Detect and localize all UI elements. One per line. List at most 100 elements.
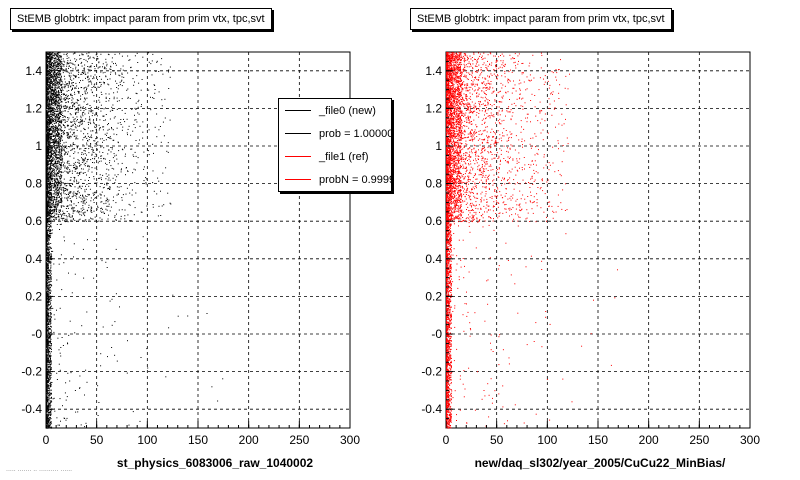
- scatter-point: [47, 284, 49, 286]
- scatter-point: [53, 107, 55, 109]
- scatter-point: [113, 196, 114, 198]
- scatter-point: [72, 106, 73, 108]
- scatter-point: [46, 204, 47, 206]
- scatter-point: [46, 228, 48, 230]
- scatter-point: [55, 181, 57, 183]
- scatter-point: [82, 205, 84, 207]
- scatter-point: [47, 129, 49, 131]
- scatter-point: [76, 125, 78, 127]
- scatter-point: [49, 419, 51, 421]
- scatter-point: [76, 179, 77, 181]
- scatter-point: [98, 62, 100, 64]
- scatter-point: [50, 134, 52, 135]
- scatter-point: [112, 70, 114, 72]
- scatter-point: [66, 168, 68, 170]
- scatter-point: [49, 224, 50, 225]
- scatter-point: [72, 219, 74, 221]
- scatter-point: [46, 383, 48, 385]
- scatter-point: [48, 384, 50, 386]
- scatter-point: [47, 415, 49, 417]
- scatter-point: [46, 76, 48, 78]
- scatter-point: [61, 214, 63, 216]
- scatter-point: [56, 63, 58, 65]
- scatter-point: [48, 226, 50, 228]
- scatter-point: [48, 212, 50, 214]
- scatter-point: [65, 69, 67, 71]
- scatter-point: [49, 269, 51, 271]
- scatter-point: [79, 124, 81, 126]
- scatter-point: [66, 221, 68, 222]
- scatter-point: [89, 137, 91, 138]
- scatter-point: [50, 254, 52, 256]
- scatter-point: [52, 216, 53, 218]
- scatter-point: [62, 130, 63, 132]
- scatter-point: [49, 138, 51, 140]
- scatter-point: [64, 110, 66, 111]
- scatter-point: [62, 219, 64, 221]
- scatter-point: [48, 392, 49, 394]
- scatter-point: [49, 426, 51, 428]
- scatter-point: [53, 173, 55, 175]
- scatter-point: [66, 70, 68, 72]
- scatter-point: [46, 283, 48, 284]
- scatter-point: [96, 169, 98, 171]
- scatter-point: [46, 316, 48, 317]
- scatter-point: [66, 121, 68, 122]
- scatter-point: [97, 162, 99, 164]
- scatter-point: [48, 65, 50, 67]
- scatter-point: [128, 203, 130, 205]
- scatter-point: [47, 288, 49, 290]
- scatter-point: [147, 52, 149, 54]
- scatter-point: [133, 84, 135, 86]
- scatter-point: [98, 160, 100, 162]
- scatter-point: [90, 110, 92, 112]
- scatter-point: [47, 77, 49, 79]
- scatter-point: [46, 171, 48, 173]
- scatter-point: [49, 55, 51, 57]
- scatter-point: [46, 303, 47, 305]
- scatter-point: [47, 392, 49, 394]
- scatter-point: [113, 139, 115, 141]
- scatter-point: [88, 52, 90, 54]
- scatter-point: [49, 170, 51, 172]
- scatter-point: [46, 320, 48, 322]
- scatter-point: [82, 153, 84, 155]
- scatter-point: [82, 139, 84, 141]
- scatter-point: [54, 148, 56, 149]
- scatter-point: [46, 332, 47, 334]
- scatter-point: [46, 62, 48, 64]
- scatter-point: [61, 195, 62, 197]
- scatter-point: [103, 140, 105, 141]
- scatter-point: [169, 119, 171, 121]
- scatter-point: [90, 200, 92, 202]
- scatter-point: [62, 106, 64, 108]
- scatter-point: [87, 158, 89, 160]
- scatter-point: [48, 273, 49, 274]
- scatter-point: [56, 69, 58, 71]
- scatter-point: [79, 185, 81, 187]
- scatter-point: [50, 74, 51, 76]
- scatter-point: [128, 125, 130, 127]
- scatter-point: [49, 177, 51, 179]
- scatter-point: [61, 121, 63, 122]
- scatter-point: [51, 89, 53, 91]
- scatter-point: [75, 127, 77, 129]
- scatter-point: [116, 87, 118, 88]
- scatter-point: [73, 129, 75, 131]
- scatter-point: [69, 191, 71, 193]
- scatter-point: [51, 109, 53, 111]
- scatter-point: [47, 373, 49, 375]
- scatter-point: [59, 74, 61, 76]
- scatter-point: [80, 80, 81, 82]
- scatter-point: [110, 88, 112, 90]
- scatter-point: [59, 155, 61, 157]
- scatter-point: [47, 407, 49, 409]
- scatter-point: [47, 170, 49, 172]
- scatter-point: [158, 205, 160, 207]
- scatter-point: [84, 99, 86, 101]
- scatter-point: [46, 373, 48, 375]
- scatter-point: [46, 206, 48, 208]
- scatter-point: [46, 419, 47, 420]
- scatter-point: [46, 398, 48, 400]
- scatter-point: [66, 190, 68, 192]
